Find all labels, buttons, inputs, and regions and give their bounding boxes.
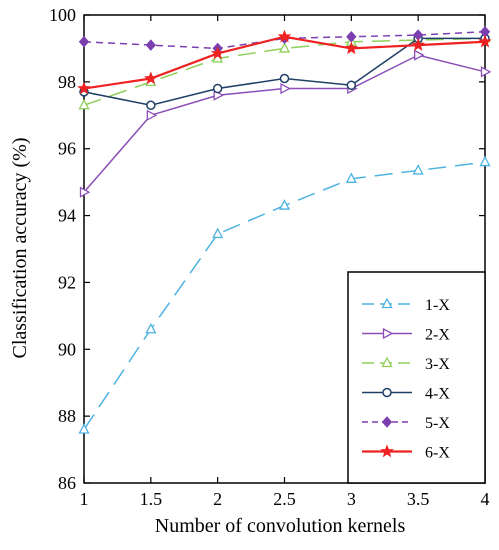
data-point — [79, 186, 91, 198]
data-point — [280, 82, 291, 95]
x-tick-label: 4 — [481, 489, 490, 509]
data-point — [144, 71, 158, 85]
series-6-x — [77, 29, 492, 95]
legend-item: 1-X — [362, 297, 450, 314]
legend-item: 4-X — [362, 386, 450, 403]
data-point — [279, 73, 290, 84]
data-point — [412, 164, 424, 175]
data-point — [212, 227, 224, 239]
data-point — [411, 37, 425, 51]
legend-label: 3-X — [425, 356, 450, 373]
x-tick-label: 3 — [347, 489, 356, 509]
x-tick-label: 2 — [213, 489, 222, 509]
y-tick-label: 92 — [58, 272, 76, 292]
y-tick-label: 88 — [58, 406, 76, 426]
legend-item: 2-X — [362, 327, 450, 344]
legend-label: 2-X — [425, 327, 450, 344]
data-point — [344, 41, 359, 55]
data-point — [346, 30, 357, 43]
data-point — [278, 42, 291, 53]
legend-item: 6-X — [362, 444, 450, 462]
data-point — [277, 29, 292, 43]
data-point — [78, 98, 90, 110]
x-tick-label: 1 — [80, 489, 89, 509]
x-axis-title: Number of convolution kernels — [155, 515, 406, 537]
x-tick-label: 3.5 — [407, 489, 430, 509]
legend-marker — [381, 297, 393, 309]
y-tick-label: 100 — [49, 5, 76, 25]
legend-label: 4-X — [425, 386, 450, 403]
data-point — [146, 109, 158, 121]
legend-box — [347, 271, 486, 484]
y-tick-label: 96 — [58, 139, 76, 159]
y-tick-label: 98 — [58, 72, 76, 92]
x-tick-label: 2.5 — [273, 489, 296, 509]
y-tick-label: 90 — [58, 339, 76, 359]
data-point — [146, 100, 156, 111]
data-point — [480, 66, 492, 78]
data-point — [346, 80, 357, 90]
legend-marker — [382, 387, 392, 398]
legend-marker — [381, 416, 393, 428]
data-point — [77, 81, 91, 95]
data-point — [78, 423, 90, 434]
y-tick-label: 94 — [58, 206, 76, 226]
legend-label: 1-X — [425, 297, 450, 314]
data-point — [278, 199, 291, 210]
legend-marker — [380, 444, 394, 458]
legend-label: 6-X — [425, 445, 450, 462]
legend-marker — [382, 327, 394, 340]
legend-item: 3-X — [362, 356, 450, 373]
y-axis-title: Classification accuracy (%) — [9, 137, 31, 358]
data-point — [145, 39, 157, 51]
data-point — [78, 35, 90, 48]
data-point — [212, 83, 223, 94]
series-2-x — [79, 49, 492, 198]
legend-label: 5-X — [425, 415, 450, 432]
legend-item: 5-X — [362, 415, 450, 432]
data-point — [145, 322, 157, 334]
series-1-x — [78, 155, 491, 434]
data-point — [479, 155, 491, 167]
x-tick-label: 1.5 — [140, 489, 163, 509]
legend-marker — [381, 356, 393, 368]
data-point — [210, 46, 225, 60]
y-tick-label: 86 — [58, 473, 76, 493]
data-point — [414, 49, 425, 61]
data-point — [478, 34, 492, 48]
data-point — [345, 172, 357, 183]
